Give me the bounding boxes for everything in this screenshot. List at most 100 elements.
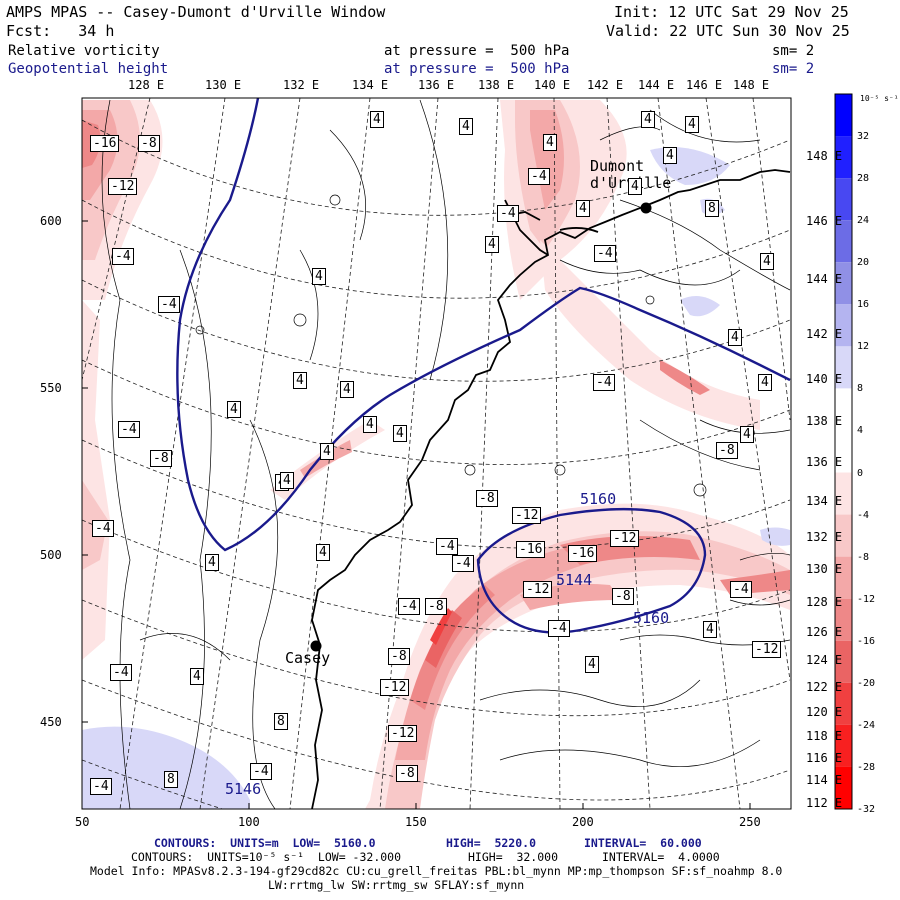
vorticity-label: -8 <box>150 450 172 467</box>
map-title: AMPS MPAS -- Casey-Dumont d'Urville Wind… <box>6 3 386 21</box>
graticule-latitudes <box>82 119 791 809</box>
vorticity-label: -16 <box>568 545 598 562</box>
x-tick-label: 100 <box>238 815 260 829</box>
vorticity-label: -4 <box>436 538 458 555</box>
lon-label: 134 E <box>352 78 389 92</box>
vorticity-label: -4 <box>398 598 420 615</box>
colorbar-swatch <box>835 598 852 641</box>
colorbar-label: -4 <box>857 509 870 521</box>
vorticity-label: 4 <box>740 426 754 443</box>
forecast-hour: Fcst: 34 h <box>6 22 115 40</box>
casey-marker <box>310 640 322 652</box>
height-contour-high: HIGH= 5220.0 <box>446 836 537 850</box>
vorticity-label: 4 <box>585 656 599 673</box>
vorticity-label: -16 <box>90 135 120 152</box>
vort-contour-interval: INTERVAL= 4.0000 <box>602 850 720 864</box>
y-tick-label: 450 <box>40 715 62 729</box>
lon-label: 130 E <box>205 78 242 92</box>
vort-contour-info: CONTOURS: UNITS=10⁻⁵ s⁻¹ LOW= -32.000 <box>131 850 402 864</box>
right-lat-label: 128 E <box>806 595 843 609</box>
vorticity-label: 4 <box>316 544 330 561</box>
vorticity-label: 8 <box>705 200 719 217</box>
right-lat-label: 126 E <box>806 625 843 639</box>
colorbar-label: -24 <box>857 719 876 731</box>
vorticity-label: 4 <box>393 425 407 442</box>
vorticity-label: 4 <box>293 372 307 389</box>
lon-label: 144 E <box>638 78 675 92</box>
vorticity-label: -8 <box>388 648 410 665</box>
colorbar-swatch <box>835 94 852 137</box>
colorbar-label: 0 <box>857 467 864 479</box>
colorbar-label: 4 <box>857 425 864 437</box>
right-lat-label: 112 E <box>806 796 843 810</box>
vorticity-label: 4 <box>227 401 241 418</box>
y-tick-label: 550 <box>40 381 62 395</box>
init-time: Init: 12 UTC Sat 29 Nov 25 <box>614 3 849 21</box>
colorbar-label: 20 <box>857 257 870 269</box>
right-lat-label: 130 E <box>806 562 843 576</box>
dumont-durville-marker <box>640 202 652 214</box>
colorbar-swatch <box>835 472 852 515</box>
vorticity-label: -4 <box>528 168 550 185</box>
colorbar-swatch <box>835 388 852 431</box>
colorbar-label: -12 <box>857 593 876 605</box>
right-lat-label: 122 E <box>806 680 843 694</box>
colorbar-label: 32 <box>857 131 870 143</box>
height-contour-info: CONTOURS: UNITS=m LOW= 5160.0 <box>154 836 376 850</box>
vorticity-label: -8 <box>716 442 738 459</box>
y-tick-label: 500 <box>40 548 62 562</box>
vorticity-label: 4 <box>576 200 590 217</box>
vorticity-label: 4 <box>340 381 354 398</box>
colorbar-label: 8 <box>857 383 864 395</box>
height-label: 5160 <box>580 490 617 508</box>
lon-label: 140 E <box>534 78 571 92</box>
field-1-name: Relative vorticity <box>8 43 160 59</box>
x-tick-label: 200 <box>572 815 594 829</box>
axis-ticks <box>81 220 751 809</box>
colorbar-label: -28 <box>857 761 876 773</box>
vorticity-label: 4 <box>641 111 655 128</box>
vorticity-label: -4 <box>594 245 616 262</box>
lon-label: 142 E <box>587 78 624 92</box>
colorbar-swatch <box>835 640 852 683</box>
vorticity-label: -12 <box>610 530 640 547</box>
vorticity-label: -12 <box>523 581 553 598</box>
colorbar-swatch <box>835 514 852 557</box>
colorbar-label: -32 <box>857 804 876 815</box>
field-1-level: at pressure = 500 hPa <box>384 43 570 59</box>
valid-time: Valid: 22 UTC Sun 30 Nov 25 <box>606 22 850 40</box>
field-2-name: Geopotential height <box>8 61 169 77</box>
right-lat-label: 138 E <box>806 414 843 428</box>
colorbar-swatch <box>835 262 852 305</box>
vorticity-label: 8 <box>164 771 178 788</box>
colorbar-label: 12 <box>857 341 870 353</box>
vorticity-label: -12 <box>752 641 782 658</box>
vorticity-label: 4 <box>320 443 334 460</box>
colorbar-swatch <box>835 724 852 767</box>
vorticity-label: -4 <box>110 664 132 681</box>
vorticity-label: -8 <box>612 588 634 605</box>
x-tick-label: 50 <box>75 815 90 829</box>
colorbar-swatch <box>835 682 852 725</box>
right-lat-label: 140 E <box>806 372 843 386</box>
lon-label: 138 E <box>478 78 515 92</box>
vorticity-label: 4 <box>312 268 326 285</box>
vorticity-label: -12 <box>108 178 138 195</box>
vorticity-label: 4 <box>628 178 642 195</box>
right-lat-label: 132 E <box>806 530 843 544</box>
vorticity-label: 4 <box>363 416 377 433</box>
vorticity-label: 4 <box>459 118 473 135</box>
colorbar-swatch <box>835 304 852 347</box>
colorbar-swatch <box>835 556 852 599</box>
casey-label: Casey <box>285 649 331 667</box>
vorticity-label: -4 <box>593 374 615 391</box>
vorticity-label: -12 <box>380 679 410 696</box>
right-lat-label: 134 E <box>806 494 843 508</box>
colorbar-swatch <box>835 346 852 389</box>
geopotential-contours <box>176 98 791 634</box>
height-contour-interval: INTERVAL= 60.000 <box>584 836 702 850</box>
right-lat-label: 144 E <box>806 272 843 286</box>
vorticity-label: -4 <box>730 581 752 598</box>
vorticity-label: -4 <box>90 778 112 795</box>
